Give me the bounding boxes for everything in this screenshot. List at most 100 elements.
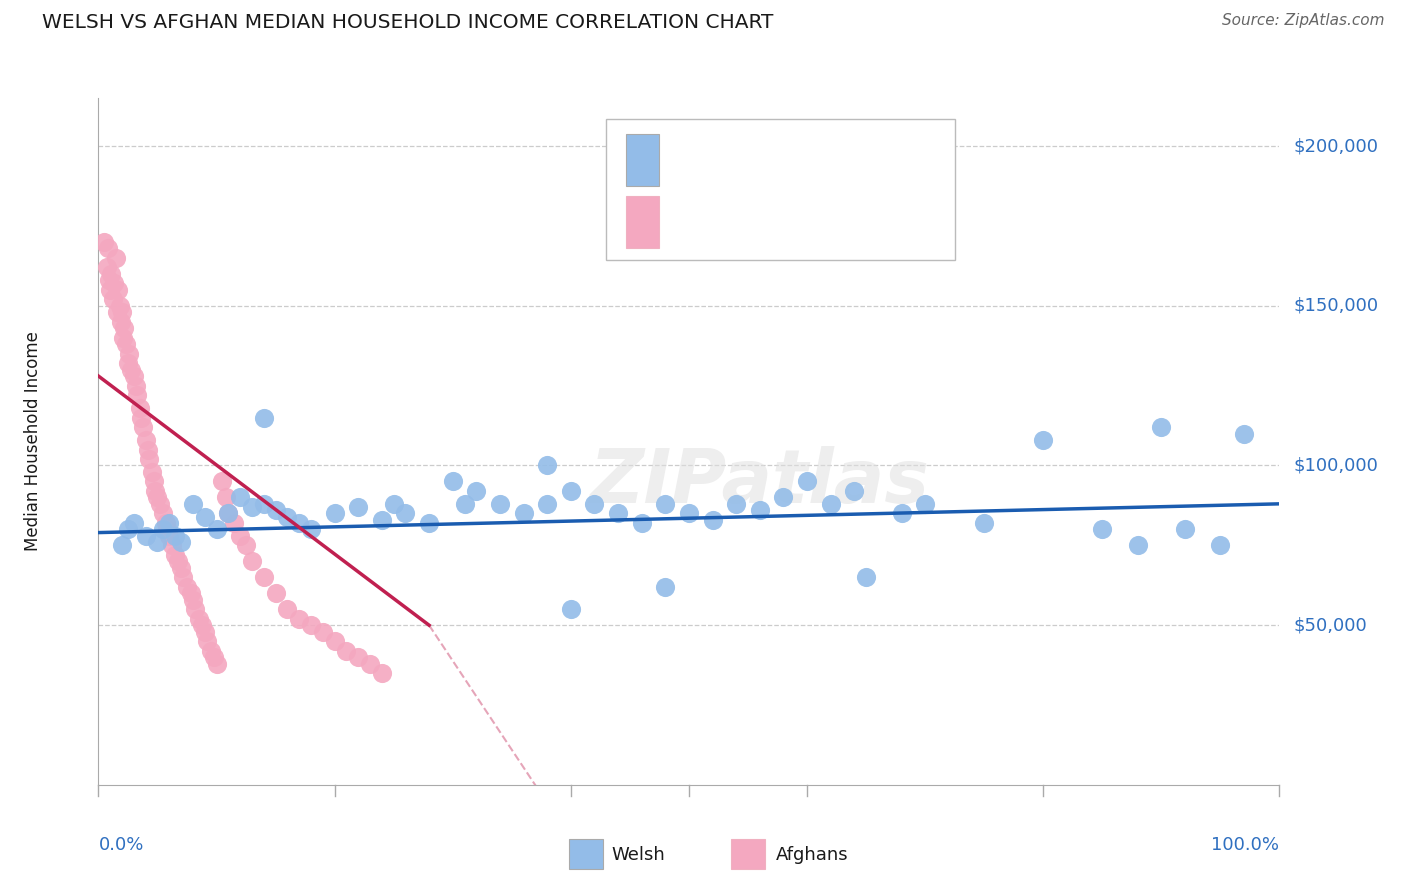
- Point: [465, 484, 488, 499]
- Text: Source: ZipAtlas.com: Source: ZipAtlas.com: [1222, 13, 1385, 29]
- Point: [111, 538, 134, 552]
- Point: [181, 592, 204, 607]
- Text: $150,000: $150,000: [1294, 297, 1378, 315]
- Point: [114, 337, 136, 351]
- Point: [98, 273, 121, 287]
- Point: [418, 516, 440, 530]
- Text: $200,000: $200,000: [1294, 137, 1378, 155]
- Text: WELSH VS AFGHAN MEDIAN HOUSEHOLD INCOME CORRELATION CHART: WELSH VS AFGHAN MEDIAN HOUSEHOLD INCOME …: [42, 13, 773, 32]
- Point: [453, 497, 475, 511]
- Point: [323, 507, 346, 521]
- Point: [276, 602, 298, 616]
- Point: [288, 612, 311, 626]
- Point: [224, 516, 246, 530]
- Point: [215, 491, 238, 505]
- Text: 100.0%: 100.0%: [1212, 837, 1279, 855]
- Point: [240, 554, 263, 568]
- Point: [253, 410, 276, 425]
- Point: [229, 491, 252, 505]
- Point: [607, 507, 630, 521]
- Point: [156, 522, 179, 536]
- Point: [132, 420, 155, 434]
- Point: [105, 305, 128, 319]
- Point: [152, 507, 174, 521]
- Point: [125, 378, 148, 392]
- Point: [1150, 420, 1173, 434]
- Point: [146, 491, 169, 505]
- Point: [117, 522, 139, 536]
- Point: [143, 484, 166, 499]
- Point: [194, 624, 217, 639]
- Text: $100,000: $100,000: [1294, 457, 1378, 475]
- Point: [122, 369, 145, 384]
- Point: [172, 570, 194, 584]
- Point: [335, 644, 357, 658]
- Point: [583, 497, 606, 511]
- Point: [135, 433, 157, 447]
- Point: [217, 507, 239, 521]
- Point: [184, 602, 207, 616]
- Point: [1209, 538, 1232, 552]
- Point: [149, 497, 172, 511]
- Text: R = -0.260    N = 73: R = -0.260 N = 73: [678, 213, 859, 231]
- Point: [128, 401, 150, 415]
- Point: [152, 522, 174, 536]
- Point: [121, 362, 143, 376]
- Point: [725, 497, 748, 511]
- Point: [347, 500, 370, 514]
- Point: [170, 560, 193, 574]
- Point: [299, 618, 322, 632]
- Point: [138, 452, 160, 467]
- Point: [96, 260, 118, 275]
- Point: [359, 657, 381, 671]
- Point: [276, 509, 298, 524]
- Point: [211, 475, 233, 489]
- Point: [112, 331, 135, 345]
- Point: [217, 507, 239, 521]
- Point: [371, 666, 394, 681]
- Point: [844, 484, 866, 499]
- Point: [111, 305, 134, 319]
- Point: [973, 516, 995, 530]
- Point: [323, 634, 346, 648]
- Point: [202, 650, 225, 665]
- Point: [299, 522, 322, 536]
- Point: [166, 554, 188, 568]
- Point: [264, 503, 287, 517]
- Point: [748, 503, 770, 517]
- Point: [382, 497, 405, 511]
- Point: [205, 657, 228, 671]
- Point: [264, 586, 287, 600]
- Point: [1032, 433, 1054, 447]
- Point: [191, 618, 214, 632]
- Point: [560, 602, 582, 616]
- Point: [536, 458, 558, 473]
- Point: [288, 516, 311, 530]
- Point: [253, 570, 276, 584]
- Point: [112, 321, 135, 335]
- Point: [170, 535, 193, 549]
- Point: [194, 509, 217, 524]
- Text: 0.0%: 0.0%: [98, 837, 143, 855]
- Text: ZIPatlas: ZIPatlas: [589, 446, 929, 519]
- Point: [630, 516, 652, 530]
- Point: [253, 497, 276, 511]
- Text: $50,000: $50,000: [1294, 616, 1367, 634]
- Point: [136, 442, 159, 457]
- Point: [118, 347, 141, 361]
- Point: [200, 644, 222, 658]
- Point: [157, 516, 180, 530]
- Point: [914, 497, 936, 511]
- Point: [536, 497, 558, 511]
- Point: [240, 500, 263, 514]
- Text: Afghans: Afghans: [776, 846, 849, 863]
- Text: Median Household Income: Median Household Income: [24, 332, 42, 551]
- Point: [181, 497, 204, 511]
- Point: [512, 507, 534, 521]
- Point: [127, 388, 149, 402]
- Point: [796, 475, 818, 489]
- Point: [654, 497, 676, 511]
- Point: [108, 299, 131, 313]
- Text: Welsh: Welsh: [612, 846, 665, 863]
- Point: [100, 267, 122, 281]
